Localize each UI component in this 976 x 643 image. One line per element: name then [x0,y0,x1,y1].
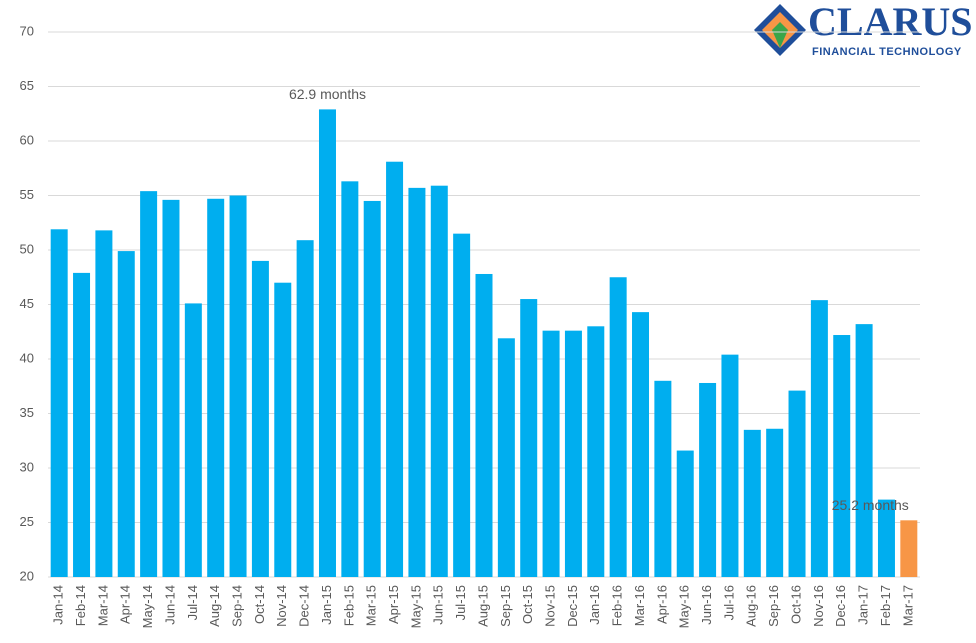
bar [229,195,247,577]
x-tick-label: Aug-15 [475,585,490,627]
x-tick-label: Jul-14 [185,585,200,620]
annotation: 25.2 months [832,497,909,513]
x-tick-label: Jul-16 [721,585,736,620]
annotation: 62.9 months [289,86,366,102]
x-tick-label: Nov-14 [274,585,289,627]
bar [766,428,784,577]
y-tick-label: 40 [20,350,34,365]
y-tick-label: 30 [20,459,34,474]
x-tick-label: Feb-14 [73,585,88,626]
logo: CLARUS FINANCIAL TECHNOLOGY [754,0,972,58]
bar [95,230,113,577]
x-tick-label: Oct-15 [520,585,535,624]
x-tick-label: Feb-15 [341,585,356,626]
x-tick-label: Jan-15 [319,585,334,625]
y-tick-label: 65 [20,78,34,93]
x-tick-label: Jun-14 [162,585,177,625]
bar [162,199,180,578]
y-tick-label: 35 [20,405,34,420]
x-tick-label: Dec-16 [833,585,848,627]
bar [430,185,448,577]
bar [632,312,650,577]
bar [408,187,426,577]
bar [587,326,605,577]
bar [453,233,471,577]
bar [609,277,627,577]
bar [721,354,739,577]
bar [788,390,806,577]
bar [140,191,158,577]
bar [900,520,918,577]
x-tick-label: May-16 [677,585,692,628]
bar [475,273,493,577]
bar [676,450,694,577]
x-tick-label: Feb-16 [610,585,625,626]
bar [542,330,560,577]
x-tick-label: May-15 [408,585,423,628]
x-tick-label: Sep-14 [229,585,244,627]
x-tick-label: Dec-15 [565,585,580,627]
bar [207,198,225,577]
logo-icon [772,22,788,48]
bar [296,240,314,577]
bar [73,272,91,577]
bar [318,109,336,577]
y-tick-label: 60 [20,132,34,147]
x-tick-label: Jan-14 [51,585,66,625]
x-tick-label: Mar-15 [364,585,379,626]
x-tick-label: Aug-14 [207,585,222,627]
x-tick-label: Oct-16 [788,585,803,624]
x-tick-label: Sep-16 [766,585,781,627]
y-tick-label: 25 [20,514,34,529]
x-tick-label: Sep-15 [498,585,513,627]
x-tick-label: Mar-17 [900,585,915,626]
x-tick-label: Jun-15 [431,585,446,625]
bar [341,181,359,577]
bar [810,300,828,577]
y-tick-label: 50 [20,241,34,256]
x-tick-label: Aug-16 [744,585,759,627]
x-tick-label: Dec-14 [297,585,312,627]
bar [877,499,895,577]
y-tick-label: 20 [20,568,34,583]
x-tick-label: Nov-16 [811,585,826,627]
x-tick-label: May-14 [140,585,155,628]
x-tick-label: Apr-14 [118,585,133,624]
x-tick-label: Jan-17 [856,585,871,625]
x-tick-label: Mar-16 [632,585,647,626]
logo-name: CLARUS [808,0,972,44]
bar [833,335,851,577]
x-tick-label: Jul-15 [453,585,468,620]
bar [50,229,68,578]
y-tick-label: 45 [20,296,34,311]
x-tick-label: Jan-16 [587,585,602,625]
x-tick-label: Jun-16 [699,585,714,625]
x-tick-label: Oct-14 [252,585,267,624]
logo-tagline: FINANCIAL TECHNOLOGY [812,46,962,58]
bar [654,380,672,577]
bar [117,251,135,577]
bar [251,260,269,577]
bar [497,338,515,577]
x-tick-label: Feb-17 [878,585,893,626]
y-tick-label: 70 [20,23,34,38]
bar [743,429,761,577]
bar [184,303,202,577]
y-tick-label: 55 [20,187,34,202]
x-tick-label: Apr-15 [386,585,401,624]
bar [564,330,582,577]
x-tick-label: Mar-14 [95,585,110,626]
bar [855,324,873,577]
bar [363,200,381,577]
bar [386,161,404,577]
x-tick-label: Nov-15 [543,585,558,627]
bar [520,299,538,577]
bar [274,282,292,577]
bar [699,382,717,577]
x-tick-label: Apr-16 [654,585,669,624]
